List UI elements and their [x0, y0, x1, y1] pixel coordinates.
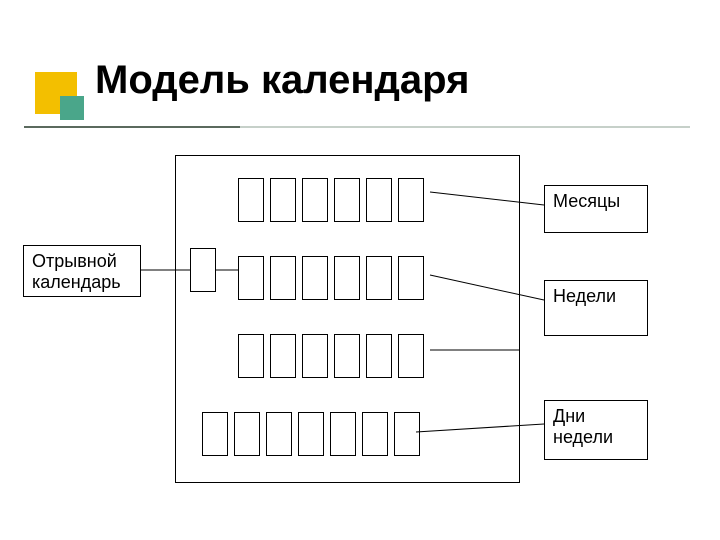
calendar-cell: [298, 412, 324, 456]
calendar-cell: [398, 178, 424, 222]
calendar-cell: [366, 256, 392, 300]
slide-title: Модель календаря: [95, 58, 469, 103]
calendar-cell: [238, 334, 264, 378]
calendar-cell: [270, 256, 296, 300]
calendar-cell: [334, 334, 360, 378]
calendar-cell: [238, 178, 264, 222]
calendar-cell: [302, 334, 328, 378]
calendar-cell: [302, 178, 328, 222]
calendar-cell: [334, 178, 360, 222]
title-underline-light: [240, 126, 690, 128]
calendar-cell: [334, 256, 360, 300]
calendar-cell: [238, 256, 264, 300]
calendar-cell: [270, 178, 296, 222]
calendar-cell: [394, 412, 420, 456]
label-days: Дни недели: [544, 400, 648, 460]
label-weeks: Недели: [544, 280, 648, 336]
calendar-cell: [398, 334, 424, 378]
slide: Модель календаря Отрывной календарь Меся…: [0, 0, 720, 540]
calendar-cell: [270, 334, 296, 378]
label-months: Месяцы: [544, 185, 648, 233]
calendar-cell: [302, 256, 328, 300]
calendar-cell: [366, 178, 392, 222]
calendar-cell: [398, 256, 424, 300]
title-underline-dark: [24, 126, 240, 128]
side-anchor-cell: [190, 248, 216, 292]
calendar-cell: [266, 412, 292, 456]
deco-square-teal: [60, 96, 84, 120]
calendar-cell: [330, 412, 356, 456]
label-tearoff-calendar: Отрывной календарь: [23, 245, 141, 297]
calendar-cell: [362, 412, 388, 456]
calendar-cell: [202, 412, 228, 456]
calendar-cell: [366, 334, 392, 378]
calendar-cell: [234, 412, 260, 456]
